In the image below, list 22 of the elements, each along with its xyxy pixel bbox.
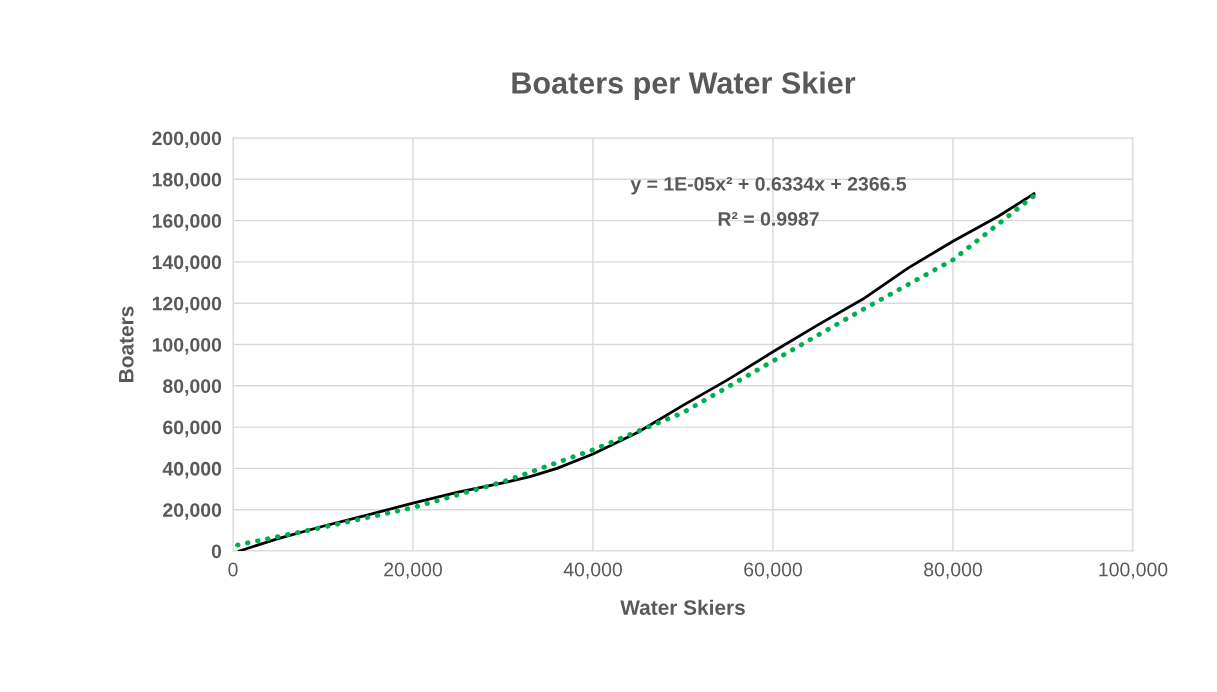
annotation: y = 1E-05x² + 0.6334x + 2366.5 xyxy=(630,176,907,195)
y-tick-label: 100,000 xyxy=(152,337,222,355)
y-tick-label: 180,000 xyxy=(152,172,222,190)
annotation: R² = 0.9987 xyxy=(718,212,819,226)
x-tick-label: 40,000 xyxy=(563,562,622,579)
x-axis-title: Water Skiers xyxy=(620,599,745,615)
y-tick-label: 200,000 xyxy=(152,131,222,149)
y-tick-label: 120,000 xyxy=(152,296,222,314)
x-tick-label: 80,000 xyxy=(924,562,982,579)
y-tick-label: 0 xyxy=(211,544,222,559)
y-tick-label: 40,000 xyxy=(162,461,222,479)
y-axis-title: Boaters xyxy=(119,306,134,382)
chart-title: Boaters per Water Skier xyxy=(512,71,856,100)
y-tick-label: 20,000 xyxy=(163,503,222,520)
y-tick-label: 140,000 xyxy=(152,255,222,272)
x-tick-label: 100,000 xyxy=(1099,562,1168,579)
x-tick-label: 20,000 xyxy=(384,562,442,579)
y-tick-label: 60,000 xyxy=(163,420,222,438)
y-tick-label: 160,000 xyxy=(152,214,222,231)
y-tick-label: 80,000 xyxy=(163,379,222,396)
x-tick-label: 0 xyxy=(228,562,238,577)
x-tick-label: 60,000 xyxy=(744,562,802,579)
